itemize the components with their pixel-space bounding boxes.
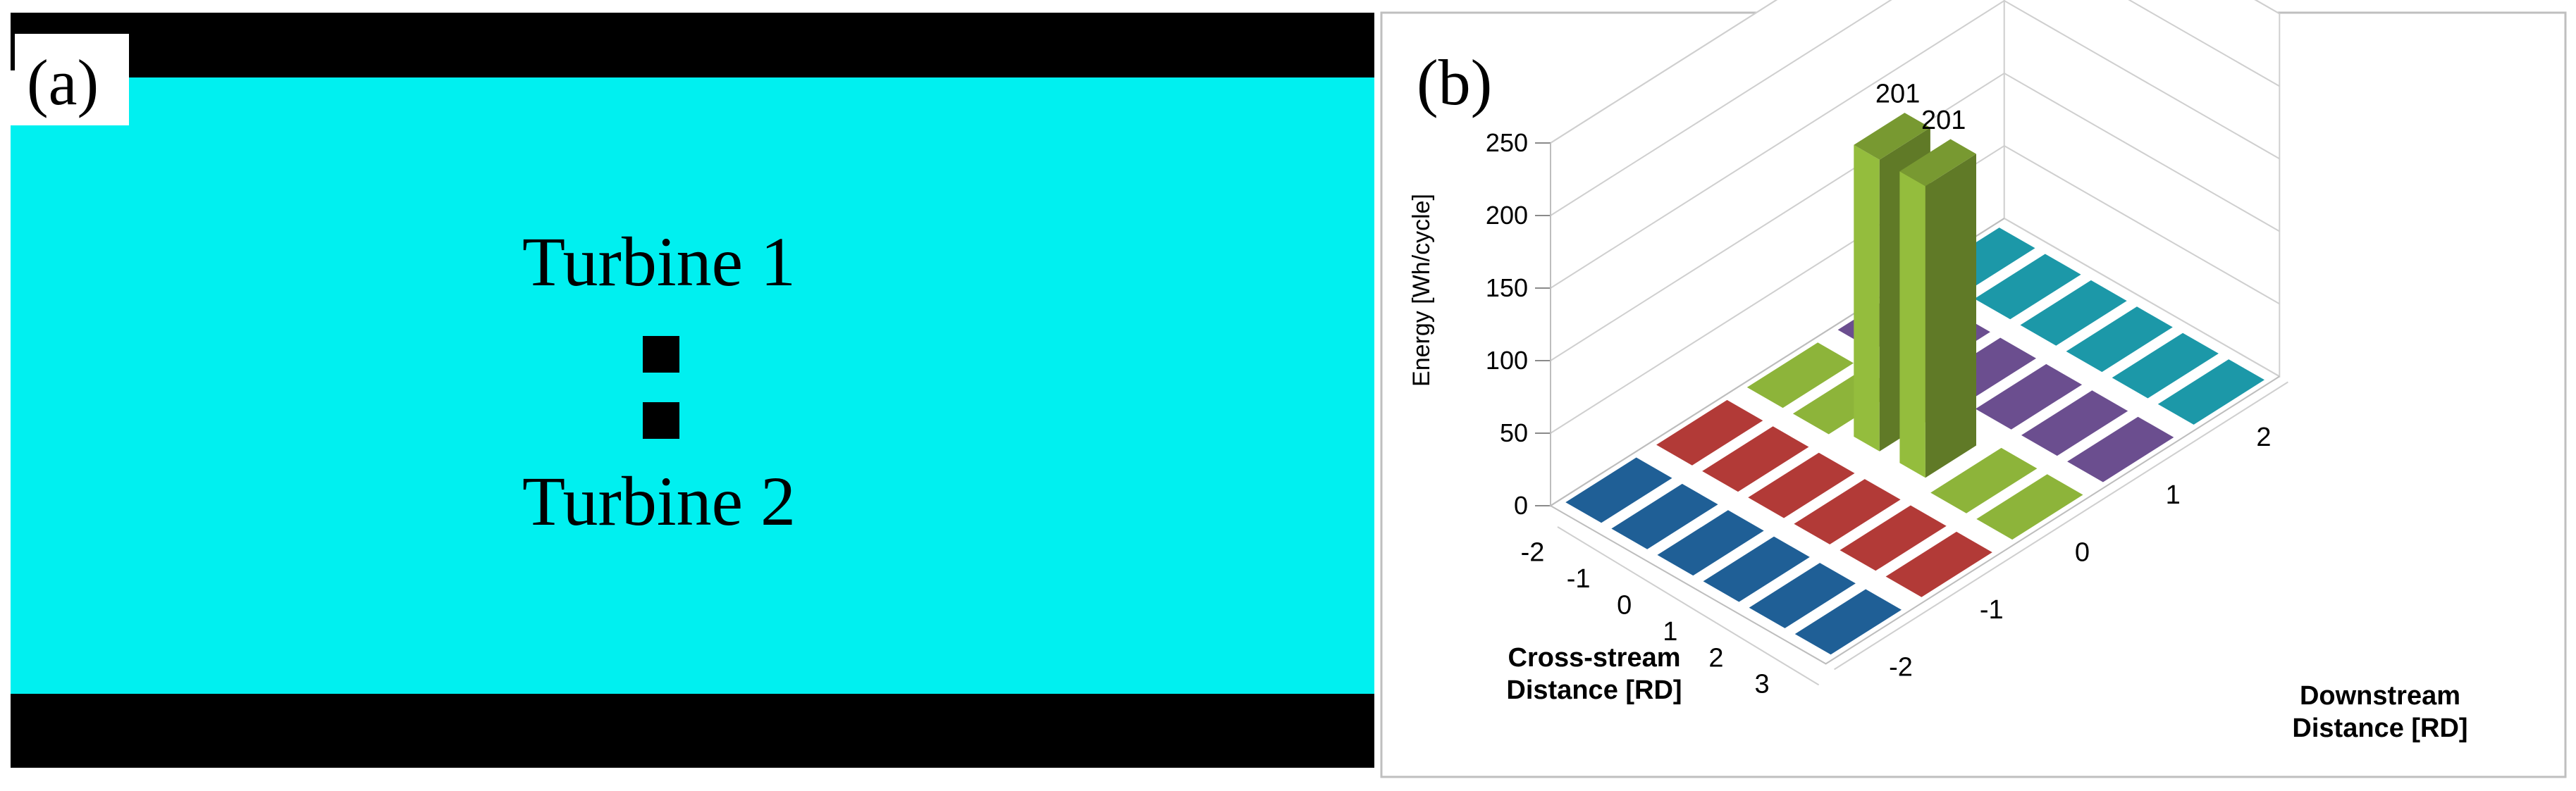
floor-tile [1565,457,1672,523]
downstream-tick-label: -2 [1889,653,1913,683]
bar-side-face [1925,154,1976,478]
floor-tile [1974,254,2081,320]
z-axis-title: Energy [Wh/cycle] [1408,194,1435,387]
cross-stream-axis-line [1557,526,1820,686]
floor-tile [1611,483,1718,549]
floor-tile [1749,563,1856,628]
bar-data-label: 201 [1921,106,1966,135]
gridline-3 [1550,0,2280,289]
cross-stream-tick-label: 2 [1708,643,1723,673]
downstream-tick-label: 0 [2075,537,2090,567]
panel-b-label: (b) [1417,46,1492,118]
z-tick-label: 100 [1486,346,1528,375]
bar-top-face [1854,113,1930,160]
floor-tile [1703,536,1810,602]
turbine-2-marker [643,402,679,439]
floor-tile [2020,280,2127,346]
gridline-1 [1550,144,2280,434]
cross-stream-axis-title-line-2: Distance [RD] [1506,675,1682,705]
turbine-1-label: Turbine 1 [522,223,796,301]
cross-stream-tick-label: 0 [1617,591,1632,621]
cross-stream-tick-label: -1 [1567,564,1591,594]
cross-stream-tick-label: 3 [1754,670,1769,699]
bar-data-label: 201 [1875,79,1920,108]
z-tick-label: 200 [1486,201,1528,230]
gridline-2 [1550,72,2280,361]
floor-tile [1976,474,2083,540]
z-tick-label: 0 [1514,491,1528,520]
turbine-2-label: Turbine 2 [522,462,796,540]
gridline-5 [1550,0,2280,144]
floor-tile [2067,416,2174,482]
floor-tile [1930,447,2038,513]
panel-a: (a) Turbine 1 Turbine 2 [11,13,1374,768]
z-tick-label: 50 [1500,418,1528,447]
downstream-tick-label: 1 [2166,480,2181,510]
floor-tile [1748,452,1855,518]
downstream-tick-label: 2 [2256,423,2271,452]
turbine-1-marker [643,336,679,373]
floor-tile [2112,332,2219,399]
downstream-axis-line [1834,381,2288,671]
z-tick-label: 150 [1486,273,1528,302]
gridline-4 [1550,0,2280,216]
floor-tile [2021,390,2128,456]
label-a-background [11,34,129,125]
floor-tile [1975,363,2083,430]
downstream-axis-title-line-2: Distance [RD] [2292,714,2467,743]
floor-tile [1656,399,1763,466]
floor-tile [1702,426,1809,492]
panel-a-label: (a) [27,46,99,118]
z-tick-label: 250 [1486,128,1528,157]
floor-tile [2066,306,2173,373]
floor-tile [1657,510,1764,576]
floor-tile [1794,479,1901,544]
left-edge-line [11,13,15,70]
channel-water [11,13,1374,768]
floor-tile [1746,342,1854,409]
cross-stream-tick-label: 1 [1663,617,1677,647]
cross-stream-axis-title-line-1: Cross-stream [1508,643,1681,673]
downstream-axis-title-line-1: Downstream [2300,681,2460,711]
cross-stream-tick-label: -2 [1521,538,1545,568]
top-wall [11,13,1374,77]
downstream-tick-label: -1 [1980,595,2004,625]
floor-tile [1794,589,1902,655]
floor-tile [2157,359,2264,425]
floor-tile [1839,505,1947,571]
bar-front-face [1899,171,1925,478]
floor-outline [1549,218,2280,665]
bar-front-face [1854,144,1880,451]
bar-top-face [1899,139,1976,187]
floor-tile [1885,531,1992,597]
bottom-wall [11,694,1374,768]
